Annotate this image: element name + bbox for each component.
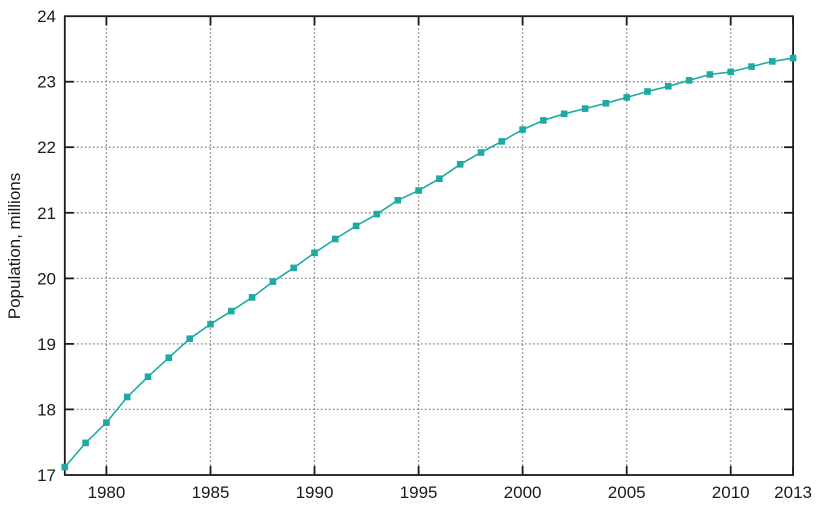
- svg-text:2010: 2010: [712, 483, 750, 502]
- svg-text:2005: 2005: [608, 483, 646, 502]
- svg-text:22: 22: [37, 138, 56, 157]
- svg-text:19: 19: [37, 335, 56, 354]
- svg-text:20: 20: [37, 269, 56, 288]
- svg-text:1995: 1995: [400, 483, 438, 502]
- svg-text:1985: 1985: [192, 483, 230, 502]
- svg-text:24: 24: [37, 7, 56, 26]
- svg-text:Population, millions: Population, millions: [5, 173, 24, 319]
- svg-text:17: 17: [37, 466, 56, 485]
- svg-text:2013: 2013: [774, 483, 812, 502]
- svg-text:18: 18: [37, 400, 56, 419]
- svg-text:1980: 1980: [87, 483, 125, 502]
- svg-text:23: 23: [37, 73, 56, 92]
- svg-text:2000: 2000: [504, 483, 542, 502]
- svg-text:1990: 1990: [296, 483, 334, 502]
- svg-text:21: 21: [37, 204, 56, 223]
